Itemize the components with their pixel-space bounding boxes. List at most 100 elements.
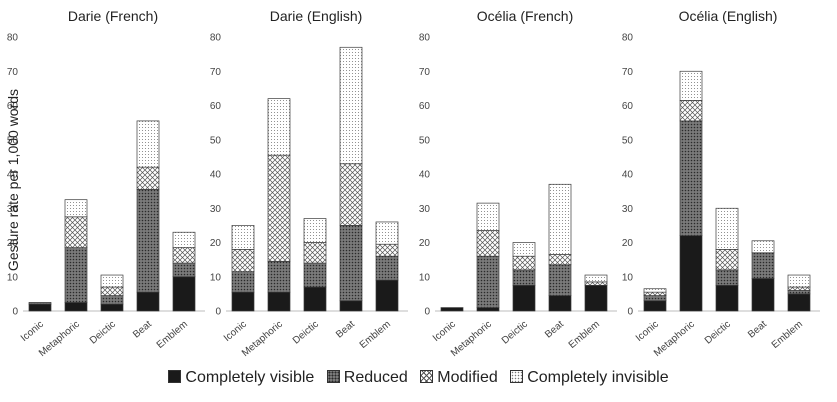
chart-panel-oc-lia-french: Océlia (French)01020304050607080IconicMe… [419, 8, 617, 359]
bar-stack-iconic [231, 225, 255, 312]
bar-segment-modified [136, 166, 160, 190]
bar-segment-reduced [172, 262, 196, 278]
bar-segment-completely-invisible [303, 218, 327, 243]
y-tick-label: 50 [622, 135, 634, 146]
chart-panel-oc-lia-english: Océlia (English)01020304050607080IconicM… [622, 8, 820, 359]
bar-segment-completely-invisible [136, 120, 160, 168]
bar-segment-reduced [231, 271, 255, 293]
bar-stack-beat [548, 183, 572, 312]
chart-title: Darie (French) [68, 8, 158, 24]
bar-segment-completely-visible [375, 279, 399, 312]
y-tick-label: 70 [210, 67, 222, 78]
bar-segment-modified [64, 216, 88, 248]
x-tick-label: Iconic [634, 319, 661, 344]
bar-segment-completely-visible [172, 276, 196, 312]
y-tick-label: 30 [622, 204, 634, 215]
y-tick-label: 80 [7, 33, 19, 44]
bar-segment-completely-invisible [643, 288, 667, 293]
bar-segment-completely-visible [64, 302, 88, 312]
bar-segment-modified [231, 249, 255, 272]
bar-segment-completely-invisible [172, 231, 196, 248]
x-tick-label: Iconic [431, 319, 458, 344]
bar-segment-completely-visible [440, 307, 464, 312]
bar-segment-completely-visible [512, 284, 536, 312]
bar-segment-completely-visible [28, 303, 52, 312]
bar-segment-completely-visible [548, 295, 572, 312]
bar-stack-deictic [512, 242, 536, 312]
bar-segment-modified [715, 249, 739, 271]
bar-segment-reduced [28, 302, 52, 305]
bar-segment-modified [512, 255, 536, 271]
bar-segment-completely-invisible [64, 199, 88, 218]
bar-segment-completely-visible [584, 284, 608, 312]
y-tick-label: 30 [419, 204, 431, 215]
bar-segment-reduced [136, 189, 160, 293]
y-tick-label: 80 [419, 33, 431, 44]
legend-swatch-modified [420, 370, 434, 383]
bar-segment-completely-visible [267, 291, 291, 312]
bar-segment-reduced [267, 260, 291, 293]
y-tick-label: 80 [622, 33, 634, 44]
bar-segment-reduced [100, 295, 124, 305]
bar-segment-completely-invisible [751, 240, 775, 254]
bar-stack-metaphoric [476, 202, 500, 312]
bar-segment-modified [476, 230, 500, 257]
x-tick-label: Deictic [291, 319, 321, 347]
bar-segment-modified [548, 254, 572, 266]
bar-segment-completely-visible [751, 278, 775, 312]
legend-item-completely-visible: Completely visible [168, 369, 314, 387]
bar-segment-modified [584, 281, 608, 286]
bar-segment-completely-invisible [375, 221, 399, 245]
y-tick-label: 10 [210, 272, 222, 283]
x-tick-label: Emblem [770, 319, 805, 351]
y-tick-label: 10 [419, 272, 431, 283]
y-tick-label: 20 [419, 238, 431, 249]
bar-stack-deictic [100, 274, 124, 312]
y-tick-label: 0 [627, 307, 633, 318]
bar-segment-completely-visible [643, 300, 667, 312]
y-tick-label: 80 [210, 33, 222, 44]
bar-segment-completely-visible [787, 293, 811, 312]
y-tick-label: 20 [210, 238, 222, 249]
legend: Completely visible Reduced Modified Comp… [0, 369, 837, 387]
y-tick-label: 10 [7, 272, 19, 283]
bar-segment-completely-visible [100, 303, 124, 312]
bar-segment-modified [303, 242, 327, 264]
chart-title: Océlia (English) [679, 8, 778, 24]
y-tick-label: 30 [210, 204, 222, 215]
bar-stack-beat [136, 120, 160, 312]
chart-title: Océlia (French) [477, 8, 573, 24]
legend-label: Reduced [343, 369, 408, 386]
bar-segment-completely-invisible [100, 274, 124, 288]
bar-segment-modified [643, 291, 667, 296]
bar-segment-completely-visible [231, 291, 255, 312]
bar-segment-modified [679, 100, 703, 122]
y-tick-label: 60 [7, 101, 19, 112]
bar-segment-reduced [679, 120, 703, 237]
bar-stack-iconic [28, 302, 52, 312]
bar-stack-metaphoric [267, 98, 291, 312]
y-tick-label: 20 [7, 238, 19, 249]
bar-segment-completely-invisible [476, 202, 500, 231]
bar-segment-reduced [375, 255, 399, 281]
bar-segment-completely-visible [679, 235, 703, 312]
legend-item-modified: Modified [420, 369, 498, 387]
bar-segment-completely-visible [715, 284, 739, 312]
y-tick-label: 10 [622, 272, 634, 283]
bar-segment-modified [787, 286, 811, 291]
bar-segment-reduced [643, 295, 667, 302]
x-tick-label: Deictic [703, 319, 733, 347]
y-tick-label: 50 [7, 135, 19, 146]
x-tick-label: Beat [543, 319, 566, 341]
bar-segment-completely-invisible [548, 183, 572, 255]
y-tick-label: 40 [7, 170, 19, 181]
bar-segment-completely-visible [303, 286, 327, 312]
bar-segment-reduced [715, 269, 739, 286]
bar-segment-completely-invisible [679, 70, 703, 101]
y-tick-label: 70 [7, 67, 19, 78]
legend-swatch-completely-visible [168, 370, 182, 383]
bar-stack-iconic [440, 307, 464, 312]
bar-stack-iconic [643, 288, 667, 312]
legend-label: Modified [437, 369, 498, 386]
